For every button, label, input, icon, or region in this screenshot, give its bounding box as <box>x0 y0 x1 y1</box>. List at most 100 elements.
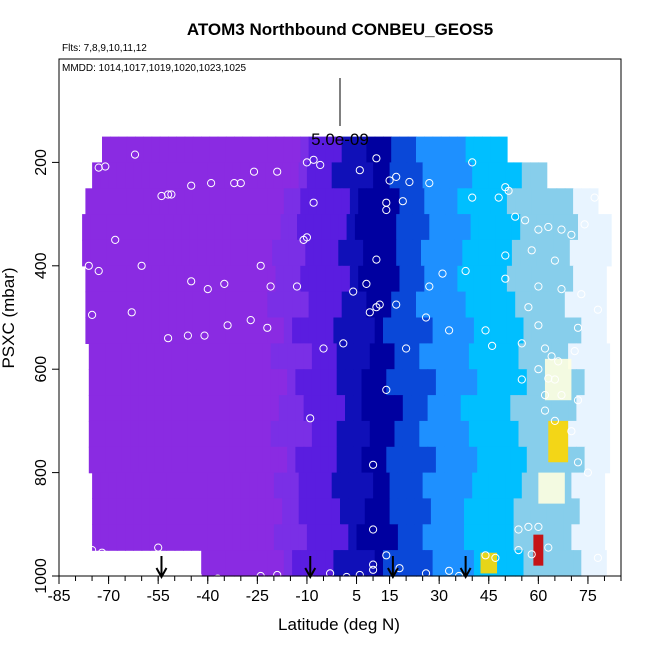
observation-point <box>524 303 533 312</box>
curtain-cell <box>416 317 425 344</box>
curtain-cell <box>576 369 586 396</box>
curtain-cell <box>465 291 475 319</box>
curtain-cell <box>444 420 453 448</box>
curtain-cell <box>561 214 571 241</box>
curtain-cell <box>259 188 268 215</box>
curtain-cell <box>225 136 235 163</box>
curtain-cell <box>460 446 470 474</box>
curtain-cell <box>306 498 316 525</box>
curtain-cell <box>204 446 214 474</box>
observation-point <box>256 261 265 270</box>
curtain-cell <box>308 550 318 577</box>
curtain-cell <box>221 343 230 370</box>
observation-point <box>187 181 196 190</box>
curtain-cell <box>116 524 126 551</box>
curtain-cell <box>158 472 168 499</box>
curtain-cell <box>135 291 144 319</box>
curtain-cell <box>189 214 199 241</box>
curtain-cell <box>576 343 586 370</box>
curtain-cell <box>597 265 607 293</box>
curtain-cell <box>346 214 356 241</box>
curtain-cell <box>530 498 539 525</box>
curtain-cell <box>133 498 143 525</box>
curtain-cell <box>113 420 123 448</box>
curtain-cell <box>482 188 492 215</box>
curtain-cell <box>378 369 387 396</box>
curtain-cell <box>521 162 531 189</box>
curtain-cell <box>578 239 587 267</box>
curtain-cell <box>387 214 397 241</box>
curtain-cell <box>151 317 161 344</box>
curtain-cell <box>181 214 191 241</box>
observation-point <box>550 256 560 265</box>
observation-point <box>249 167 259 176</box>
observation-point <box>88 310 97 319</box>
curtain-cell <box>232 472 242 499</box>
curtain-heatmap <box>82 136 612 577</box>
curtain-cell <box>485 446 495 474</box>
curtain-cell <box>571 498 581 525</box>
arrow-head <box>459 567 472 580</box>
curtain-cell <box>387 239 397 267</box>
curtain-cell <box>278 446 288 474</box>
curtain-cell <box>272 214 282 241</box>
curtain-cell <box>545 239 554 267</box>
curtain-cell <box>432 136 442 163</box>
curtain-cell <box>85 265 95 293</box>
observation-point <box>154 543 163 552</box>
curtain-cell <box>183 472 192 499</box>
curtain-cell <box>361 446 371 474</box>
curtain-cell <box>416 550 425 577</box>
curtain-cell <box>505 524 515 551</box>
curtain-cell <box>303 420 313 448</box>
curtain-cell <box>581 317 591 344</box>
curtain-cell <box>386 343 396 370</box>
curtain-cell <box>353 420 363 448</box>
curtain-cell <box>316 265 326 293</box>
curtain-cell <box>455 162 465 189</box>
curtain-cell <box>207 162 217 189</box>
curtain-cell <box>97 395 106 422</box>
observation-point <box>557 391 566 400</box>
curtain-cell <box>579 524 589 551</box>
curtain-cell <box>92 524 101 551</box>
curtain-cell <box>273 498 283 525</box>
curtain-cell <box>389 472 399 499</box>
curtain-cell <box>278 369 288 396</box>
curtain-cell <box>305 239 315 267</box>
curtain-cell <box>394 420 404 448</box>
curtain-cell <box>407 188 417 215</box>
curtain-cell <box>592 343 602 370</box>
curtain-cell <box>581 550 591 577</box>
curtain-cell <box>262 446 272 474</box>
curtain-cell <box>444 343 453 370</box>
curtain-cell <box>464 162 473 189</box>
curtain-cell <box>457 291 467 319</box>
observation-point <box>319 344 328 353</box>
curtain-cell <box>283 188 293 215</box>
curtain-cell <box>105 343 115 370</box>
observation-point <box>573 458 583 467</box>
curtain-cell <box>510 420 520 448</box>
curtain-cell <box>151 265 161 293</box>
curtain-cell <box>287 446 296 474</box>
curtain-cell <box>515 265 525 293</box>
curtain-cell <box>125 472 134 499</box>
curtain-cell <box>209 550 219 577</box>
curtain-cell <box>191 524 201 551</box>
curtain-cell <box>432 291 442 319</box>
curtain-cell <box>462 239 472 267</box>
curtain-cell <box>406 498 415 525</box>
curtain-cell <box>118 265 128 293</box>
curtain-cell <box>485 395 495 422</box>
curtain-cell <box>399 550 409 577</box>
curtain-cell <box>427 369 437 396</box>
curtain-cell <box>90 214 100 241</box>
curtain-cell <box>140 239 149 267</box>
curtain-cell <box>90 239 100 267</box>
chart-title: ATOM3 Northbound CONBEU_GEOS5 <box>187 20 493 39</box>
curtain-cell <box>366 291 376 319</box>
curtain-cell <box>217 188 227 215</box>
curtain-cell <box>584 343 594 370</box>
curtain-cell <box>183 498 192 525</box>
